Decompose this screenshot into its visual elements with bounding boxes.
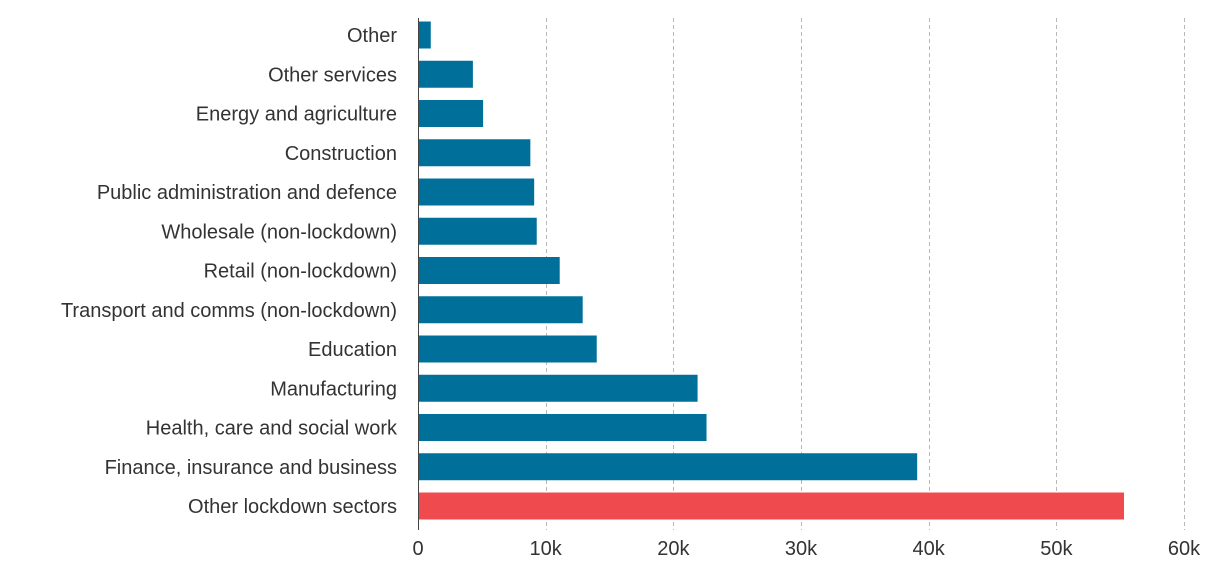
- x-tick-label: 10k: [530, 538, 563, 560]
- bar-other-services: [418, 60, 473, 88]
- bar-wholesale-non-lockdown: [418, 217, 537, 245]
- bar-public-administration-and-defence: [418, 178, 535, 206]
- category-label: Transport and comms (non-lockdown): [61, 300, 397, 322]
- x-tick-label: 0: [412, 538, 423, 560]
- bars: [418, 21, 1124, 520]
- category-label: Other lockdown sectors: [188, 496, 397, 518]
- category-label: Energy and agriculture: [196, 104, 397, 126]
- category-label: Manufacturing: [270, 378, 397, 400]
- x-tick-label: 50k: [1040, 538, 1073, 560]
- gridlines: [546, 18, 1185, 530]
- bar-manufacturing: [418, 374, 698, 402]
- bar-energy-and-agriculture: [418, 100, 484, 127]
- x-tick-label: 60k: [1168, 538, 1201, 560]
- category-label: Construction: [285, 143, 397, 165]
- category-label: Other: [347, 25, 397, 47]
- category-label: Education: [308, 339, 397, 361]
- category-label: Wholesale (non-lockdown): [161, 221, 397, 243]
- bar-finance-insurance-and-business: [418, 453, 918, 481]
- x-tick-labels: 0 10k 20k 30k 40k 50k 60k: [412, 538, 1201, 560]
- x-tick-label: 30k: [785, 538, 818, 560]
- bar-transport-and-comms-non-lockdown: [418, 296, 583, 324]
- x-tick-label: 40k: [913, 538, 946, 560]
- bar-other-lockdown-sectors: [418, 492, 1124, 520]
- bar-construction: [418, 139, 531, 167]
- category-labels: Other Other services Energy and agricultur…: [61, 25, 398, 518]
- category-label: Other services: [268, 64, 397, 86]
- x-tick-label: 20k: [657, 538, 690, 560]
- category-label: Finance, insurance and business: [105, 457, 397, 479]
- bar-retail-non-lockdown: [418, 257, 560, 284]
- category-label: Public administration and defence: [97, 182, 397, 204]
- bar-other: [418, 21, 431, 49]
- category-label: Health, care and social work: [146, 418, 398, 440]
- bar-education: [418, 335, 597, 363]
- bar-health-care-and-social-work: [418, 414, 707, 441]
- category-label: Retail (non-lockdown): [204, 261, 397, 283]
